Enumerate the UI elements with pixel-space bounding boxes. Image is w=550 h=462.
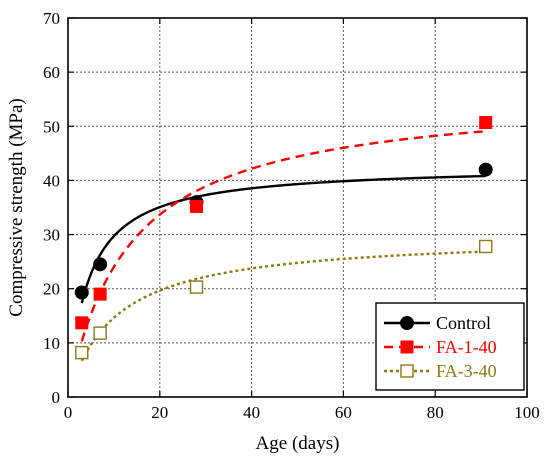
y-tick-label: 40 <box>43 171 60 190</box>
data-point-1 <box>93 287 107 301</box>
y-tick-label: 50 <box>43 117 60 136</box>
legend-label-1: FA-1-40 <box>436 337 497 357</box>
series-curves <box>80 130 486 362</box>
grid <box>68 18 527 397</box>
y-tick-label: 10 <box>43 334 60 353</box>
series-curve-1 <box>80 130 486 342</box>
x-tick-label: 60 <box>335 403 352 422</box>
y-tick-label: 60 <box>43 63 60 82</box>
data-point-1 <box>479 115 493 129</box>
series-curve-0 <box>80 174 486 304</box>
axis-ticks: 0 20 40 60 80 100 0 10 20 30 40 50 60 70 <box>43 9 540 422</box>
legend-label-2: FA-3-40 <box>436 361 497 381</box>
data-point-2 <box>478 239 493 254</box>
series-markers <box>74 115 493 360</box>
legend-marker-0 <box>400 316 414 330</box>
data-point-0 <box>93 257 108 272</box>
x-tick-label: 80 <box>427 403 444 422</box>
y-axis-title: Compressive strength (MPa) <box>6 98 27 316</box>
data-point-2 <box>93 326 107 340</box>
y-tick-label: 20 <box>43 280 60 299</box>
y-tick-label: 0 <box>52 388 61 407</box>
legend-marker-1 <box>400 340 414 354</box>
data-point-2 <box>75 345 89 360</box>
data-point-1 <box>190 199 204 213</box>
data-point-2 <box>189 280 204 294</box>
data-point-0 <box>74 285 89 300</box>
x-tick-label: 40 <box>243 403 260 422</box>
data-point-1 <box>75 316 89 330</box>
x-tick-label: 20 <box>151 403 168 422</box>
y-tick-label: 70 <box>43 9 60 28</box>
data-point-0 <box>478 162 493 177</box>
legend-marker-2 <box>400 364 414 378</box>
legend-label-0: Control <box>436 313 491 333</box>
x-axis-title: Age (days) <box>256 433 340 454</box>
x-tick-label: 0 <box>64 403 73 422</box>
plot-frame <box>67 17 528 398</box>
series-curve-2 <box>80 250 486 362</box>
x-tick-label: 100 <box>514 403 540 422</box>
legend: Control FA-1-40 FA-3-40 <box>375 302 525 391</box>
y-tick-label: 30 <box>43 226 60 245</box>
